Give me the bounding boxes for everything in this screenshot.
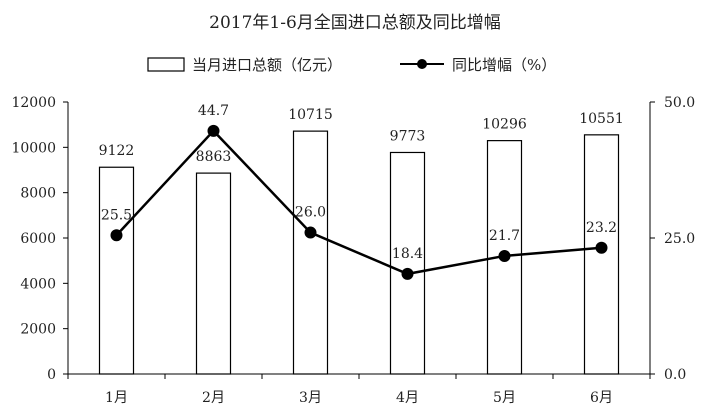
right-y-axis: 0.0 25.0 50.0	[649, 95, 695, 383]
line-value-label: 44.7	[198, 103, 229, 119]
line-point	[110, 229, 123, 242]
x-tick-label: 2月	[202, 390, 225, 406]
line-value-label: 23.2	[586, 220, 617, 236]
bar	[195, 172, 232, 375]
bar-value-label: 10715	[288, 107, 333, 123]
right-tick-label: 0.0	[664, 367, 686, 383]
x-axis: 1月 2月 3月 4月 5月 6月	[67, 373, 651, 406]
line-point	[595, 241, 608, 254]
legend-line-marker	[417, 59, 427, 69]
bar	[98, 166, 135, 375]
x-tick-label: 1月	[105, 390, 128, 406]
line-point	[207, 124, 220, 137]
line-value-label: 21.7	[489, 228, 520, 244]
x-tick-label: 6月	[590, 390, 613, 406]
left-y-axis: 0 2000 4000 6000 8000 10000 12000	[11, 95, 69, 383]
line-labels: 25.5 44.7 26.0 18.4 21.7 23.2	[101, 103, 617, 262]
bar	[583, 134, 620, 375]
right-tick-label: 50.0	[664, 95, 695, 111]
line-value-label: 26.0	[295, 205, 326, 221]
left-tick-label: 12000	[11, 95, 56, 111]
legend-bar-swatch	[147, 57, 185, 72]
bar-value-label: 10296	[482, 117, 527, 133]
legend-line-label: 同比增幅（%）	[452, 56, 556, 74]
line-value-label: 25.5	[101, 207, 132, 223]
legend-bar-label: 当月进口总额（亿元）	[192, 56, 342, 74]
left-tick-label: 8000	[20, 186, 56, 202]
bar-value-label: 10551	[579, 111, 624, 127]
bar-value-label: 8863	[196, 149, 232, 165]
left-tick-label: 4000	[20, 276, 56, 292]
left-tick-label: 6000	[20, 231, 56, 247]
bar-labels: 9122 8863 10715 9773 10296 10551	[99, 107, 624, 165]
bar	[292, 130, 329, 375]
bar-value-label: 9122	[99, 143, 135, 159]
line-point	[401, 267, 414, 280]
left-tick-label: 10000	[11, 140, 56, 156]
bar-value-label: 9773	[390, 128, 426, 144]
line-value-label: 18.4	[392, 246, 423, 262]
left-tick-label: 0	[47, 367, 56, 383]
x-tick-label: 3月	[299, 390, 322, 406]
right-tick-label: 25.0	[664, 231, 695, 247]
line-path	[115, 129, 602, 276]
line-point	[498, 249, 511, 262]
left-tick-label: 2000	[20, 322, 56, 338]
chart-title: 2017年1-6月全国进口总额及同比增幅	[209, 13, 501, 33]
bar	[389, 151, 426, 375]
legend: 当月进口总额（亿元） 同比增幅（%）	[147, 56, 556, 74]
x-tick-label: 4月	[396, 390, 419, 406]
x-tick-label: 5月	[493, 390, 516, 406]
line-series	[110, 124, 608, 280]
line-point	[304, 226, 317, 239]
